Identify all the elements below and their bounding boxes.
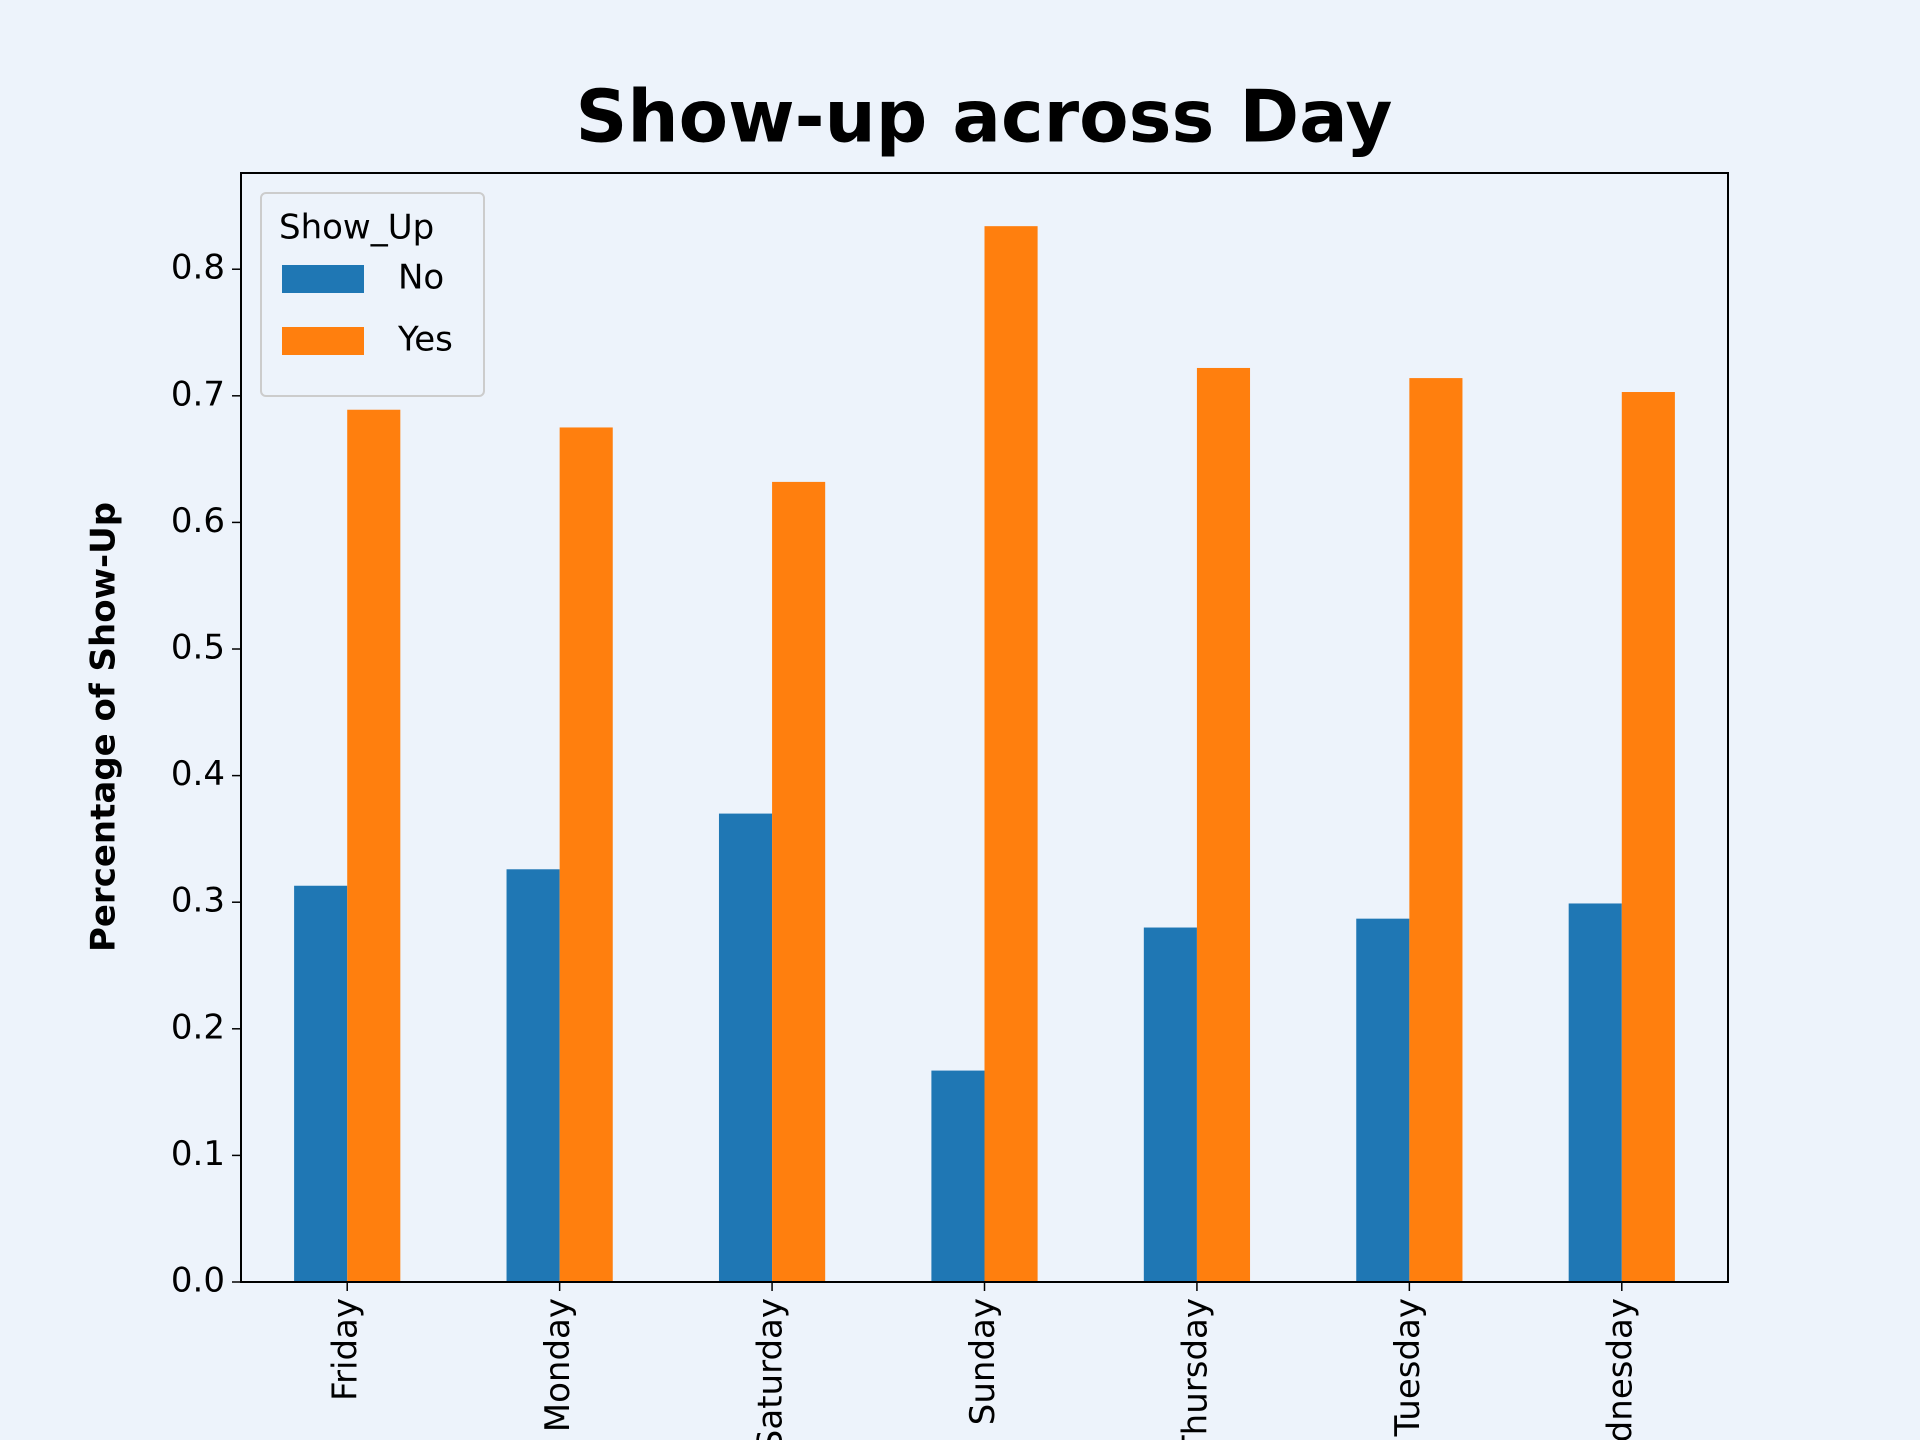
legend-swatch: [282, 327, 364, 355]
bar: [1356, 918, 1410, 1282]
bar: [294, 885, 348, 1282]
x-tick-label: Thursday: [1175, 1298, 1215, 1440]
bar: [1409, 378, 1463, 1282]
y-tick-label: 0.7: [171, 374, 225, 414]
legend-swatch: [282, 265, 364, 293]
bar: [772, 481, 826, 1282]
y-tick-label: 0.0: [171, 1261, 225, 1301]
bar: [506, 869, 560, 1282]
legend-label: No: [398, 258, 444, 298]
x-tick-label: Tuesday: [1388, 1298, 1428, 1437]
legend-label: Yes: [397, 320, 453, 360]
y-tick-label: 0.6: [171, 501, 225, 541]
bar: [1568, 903, 1622, 1282]
bar: [931, 1070, 985, 1282]
y-tick-label: 0.5: [171, 628, 225, 668]
y-tick-label: 0.8: [171, 248, 225, 288]
bar: [1621, 392, 1675, 1282]
x-tick-label: Monday: [538, 1298, 578, 1432]
x-tick-label: Friday: [326, 1298, 366, 1401]
y-axis-label: Percentage of Show-Up: [84, 502, 124, 952]
bar: [984, 226, 1038, 1282]
plot-frame: [240, 172, 1729, 1283]
bar: [1196, 367, 1251, 1282]
y-tick-label: 0.2: [171, 1007, 225, 1047]
bar: [347, 409, 401, 1282]
bar: [559, 427, 613, 1282]
bar: [718, 813, 773, 1282]
x-tick-label: Saturday: [751, 1298, 791, 1440]
x-tick-label: Wednesday: [1600, 1298, 1640, 1440]
legend-title: Show_Up: [279, 208, 434, 248]
x-tick-label: Sunday: [963, 1298, 1003, 1425]
chart-title: Show-up across Day: [576, 75, 1393, 159]
y-tick-label: 0.3: [171, 881, 225, 921]
y-tick-label: 0.4: [171, 754, 225, 794]
y-tick-label: 0.1: [171, 1134, 225, 1174]
bar: [1143, 927, 1197, 1282]
